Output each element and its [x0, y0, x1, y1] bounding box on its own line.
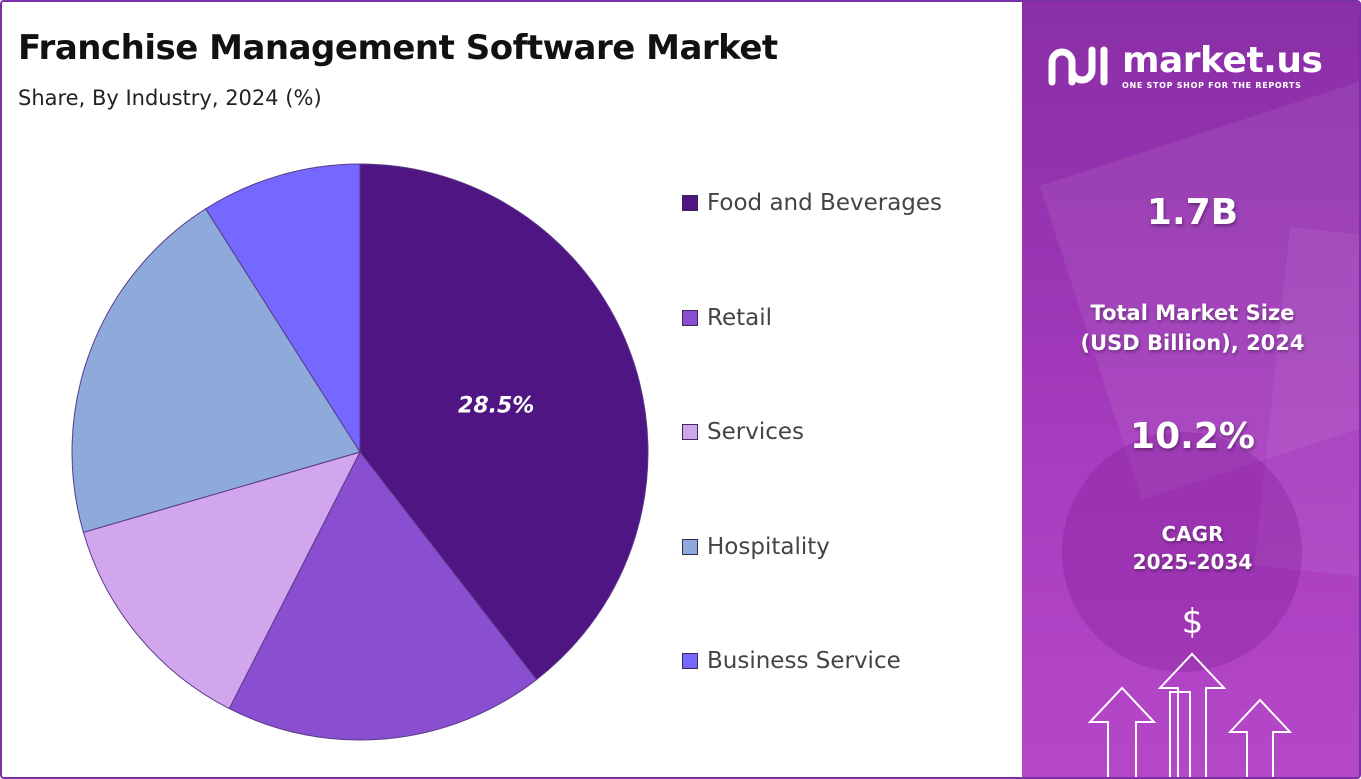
- legend-label: Business Service: [707, 648, 901, 674]
- chart-panel: Franchise Management Software Market Sha…: [2, 2, 1022, 777]
- background-shape: [1062, 432, 1302, 672]
- legend-swatch: [682, 424, 698, 440]
- chart-title: Franchise Management Software Market: [18, 28, 778, 68]
- brand-logo: market.us ONE STOP SHOP FOR THE REPORTS: [1046, 40, 1323, 90]
- legend-item-hospitality: Hospitality: [682, 532, 830, 562]
- legend-label: Retail: [707, 304, 772, 331]
- cagr-value: 10.2%: [1130, 416, 1255, 457]
- market-us-logo-icon: [1048, 46, 1108, 86]
- legend-swatch: [682, 195, 698, 211]
- legend-swatch: [682, 538, 698, 555]
- legend-label: Hospitality: [707, 533, 830, 560]
- legend-label: Food and Beverages: [707, 190, 943, 216]
- data-label-food-and-beverages: 28.5%: [458, 393, 534, 418]
- market-size-label-line2: (USD Billion), 2024: [1080, 331, 1305, 355]
- chart-subtitle: Share, By Industry, 2024 (%): [18, 86, 322, 110]
- cagr-label-line2: 2025-2034: [1132, 550, 1253, 574]
- pie-slice-hospitality: [71, 208, 361, 533]
- legend-swatch: [682, 309, 698, 326]
- up-arrows-icon: [1087, 652, 1293, 777]
- pie-slice-services: [82, 451, 361, 710]
- brand-name: market.us: [1122, 40, 1323, 81]
- market-size-value: 1.7B: [1146, 192, 1239, 233]
- pie-slice-business-service: [204, 163, 361, 454]
- market-size-label-line1: Total Market Size: [1090, 301, 1295, 325]
- pie-slice-retail: [228, 451, 538, 741]
- dollar-icon: $: [1181, 602, 1204, 642]
- legend-swatch: [682, 653, 698, 669]
- legend-label: Services: [707, 419, 804, 445]
- legend-item-services: Services: [682, 417, 804, 447]
- legend-item-business-service: Business Service: [682, 646, 901, 676]
- pie-slice-food-and-beverages: [359, 163, 649, 681]
- legend-item-food-and-beverages: Food and Beverages: [682, 188, 942, 218]
- summary-panel: market.us ONE STOP SHOP FOR THE REPORTS …: [1022, 2, 1359, 777]
- legend-item-retail: Retail: [682, 303, 772, 333]
- pie-chart: 28.5%: [71, 163, 649, 741]
- cagr-label-line1: CAGR: [1161, 522, 1224, 546]
- brand-tagline: ONE STOP SHOP FOR THE REPORTS: [1122, 81, 1302, 90]
